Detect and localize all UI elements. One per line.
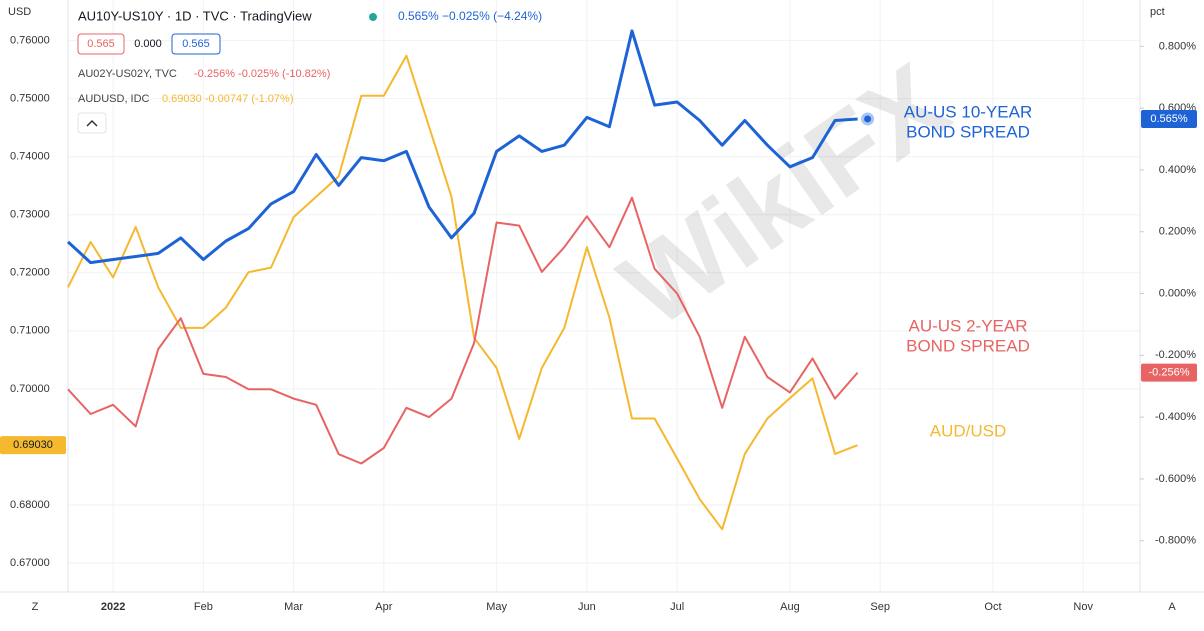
y2-tick-label: -0.400% <box>1155 411 1196 423</box>
price-badge <box>0 436 66 455</box>
series-line <box>67 54 858 531</box>
price-badge <box>1141 109 1197 128</box>
chart-title: AU10Y-US10Y · 1D · TVC · TradingView <box>78 8 312 23</box>
annotation: AU-US 2-YEAR <box>908 316 1027 335</box>
legend-value: -0.256% -0.025% (-10.82%) <box>194 68 330 80</box>
y-unit: USD <box>8 6 31 18</box>
x-tick-label: Jun <box>578 601 596 613</box>
x-tick-label: Aug <box>780 601 800 613</box>
x-tick-label: May <box>486 601 507 613</box>
legend-value: 0.69030 -0.00747 (-1.07%) <box>162 93 293 105</box>
header-box[interactable] <box>77 33 125 55</box>
price-badge-label: -0.256% <box>1149 367 1190 379</box>
y-tick-label: 0.75000 <box>10 93 50 105</box>
corner-button[interactable]: A <box>1168 601 1176 613</box>
y2-tick-label: 0.800% <box>1159 40 1197 52</box>
y2-unit: pct <box>1150 6 1165 18</box>
legend-name: AU02Y-US02Y, TVC <box>78 68 177 80</box>
header-box-text: 0.565 <box>87 38 115 50</box>
y-tick-label: 0.72000 <box>10 267 50 279</box>
y2-tick-label: 0.000% <box>1159 287 1197 299</box>
collapse-icon <box>86 119 98 127</box>
x-tick-label: Sep <box>870 601 890 613</box>
annotation: AUD/USD <box>930 421 1007 440</box>
price-badge <box>1141 363 1197 382</box>
y-tick-label: 0.67000 <box>10 557 50 569</box>
legend-name: AUDUSD, IDC <box>78 93 150 105</box>
y-tick-label: 0.74000 <box>10 151 50 163</box>
price-badge-label: 0.565% <box>1150 113 1188 125</box>
price-badge-label: 0.69030 <box>13 439 53 451</box>
y2-tick-label: 0.200% <box>1159 226 1197 238</box>
series-line <box>67 196 859 465</box>
y-tick-label: 0.73000 <box>10 209 50 221</box>
x-tick-label: Nov <box>1073 601 1093 613</box>
grid <box>68 0 1140 592</box>
y2-tick-label: -0.600% <box>1155 473 1196 485</box>
y-tick-label: 0.68000 <box>10 499 50 511</box>
x-tick-label: Apr <box>375 601 392 613</box>
header-box-text: 0.000 <box>134 38 162 50</box>
plot <box>66 29 875 531</box>
annotation: BOND SPREAD <box>906 336 1030 355</box>
y2-tick-label: -0.800% <box>1155 535 1196 547</box>
annotation: AU-US 10-YEAR <box>904 102 1032 121</box>
x-tick-label: Jul <box>670 601 684 613</box>
annotation: BOND SPREAD <box>906 122 1030 141</box>
y-tick-label: 0.76000 <box>10 35 50 47</box>
series-line <box>66 29 858 265</box>
header-box[interactable] <box>171 33 221 55</box>
y2-tick-label: 0.400% <box>1159 164 1197 176</box>
header-box-text: 0.565 <box>182 38 210 50</box>
y-tick-label: 0.71000 <box>10 325 50 337</box>
corner-button[interactable]: Z <box>32 601 39 613</box>
status-dot <box>369 13 377 21</box>
y2-tick-label: -0.200% <box>1155 349 1196 361</box>
x-tick-label: 2022 <box>101 601 125 613</box>
y-tick-label: 0.70000 <box>10 383 50 395</box>
x-tick-label: Feb <box>194 601 213 613</box>
x-tick-label: Mar <box>284 601 303 613</box>
legend-value: 0.565% −0.025% (−4.24%) <box>398 9 542 23</box>
last-point <box>861 112 875 126</box>
collapse-button[interactable] <box>77 112 107 134</box>
x-tick-label: Oct <box>984 601 1001 613</box>
